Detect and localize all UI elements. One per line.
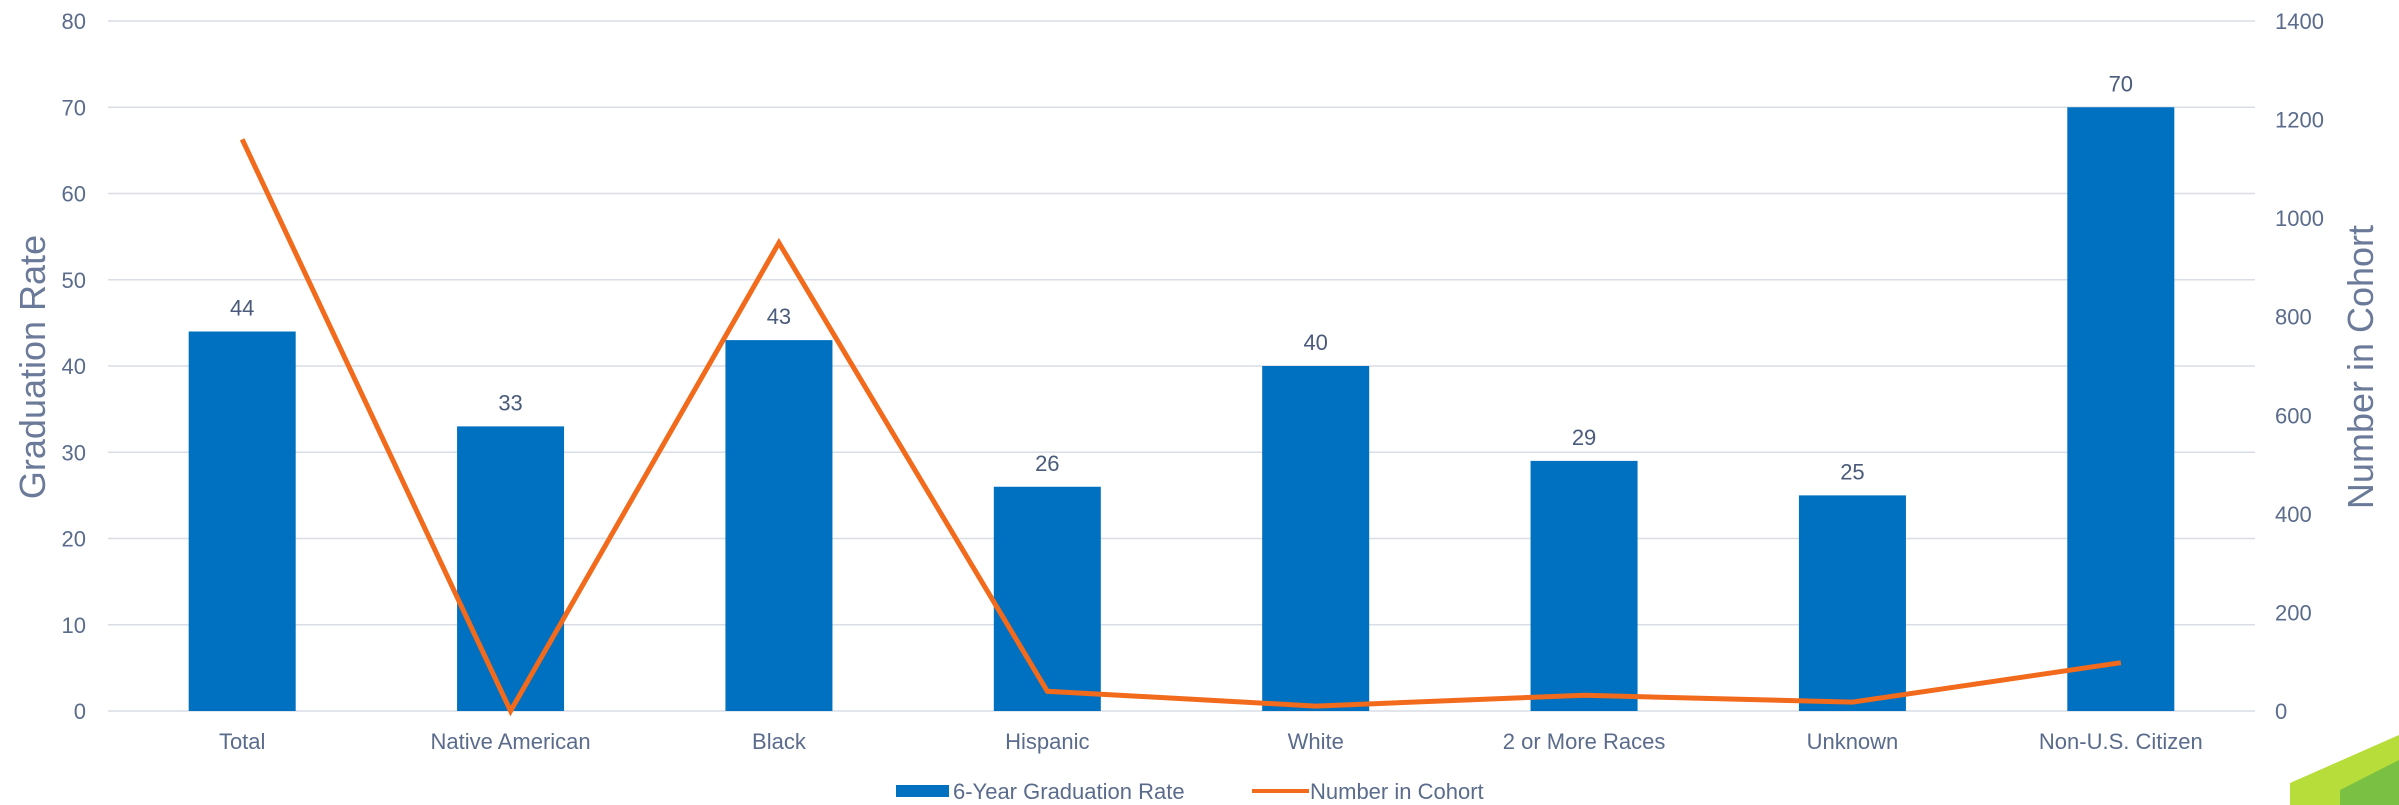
left-axis-ticks: 0 10 20 30 40 50 60 70 80: [62, 9, 86, 724]
y2-tick-label: 1200: [2275, 108, 2324, 133]
y-tick-label: 70: [62, 95, 86, 120]
y2-tick-label: 800: [2275, 305, 2312, 330]
bar: [2067, 107, 2175, 711]
y2-tick-label: 1000: [2275, 206, 2324, 231]
y-tick-label: 0: [74, 699, 86, 724]
bar-data-label: 33: [498, 390, 522, 415]
bar: [1798, 495, 1906, 711]
bar: [993, 486, 1101, 711]
legend-label-bar: 6-Year Graduation Rate: [953, 779, 1185, 804]
legend: 6-Year Graduation Rate Number in Cohort: [896, 779, 1484, 804]
corner-decoration: [2290, 735, 2399, 805]
bar-data-label: 44: [230, 296, 254, 321]
y2-tick-label: 600: [2275, 403, 2312, 428]
gridlines: [108, 20, 2255, 712]
line-series: [239, 138, 2122, 717]
category-label: Non-U.S. Citizen: [2039, 729, 2203, 754]
category-label: Unknown: [1807, 729, 1899, 754]
category-label: Hispanic: [1005, 729, 1089, 754]
bar: [1530, 460, 1638, 711]
y2-tick-label: 1400: [2275, 9, 2324, 34]
category-label: Black: [752, 729, 807, 754]
y2-axis-title: Number in Cohort: [2340, 225, 2381, 509]
bar: [1262, 366, 1370, 711]
y2-tick-label: 0: [2275, 699, 2287, 724]
category-label: Total: [219, 729, 265, 754]
category-label: White: [1288, 729, 1344, 754]
y-tick-label: 50: [62, 268, 86, 293]
y-tick-label: 60: [62, 182, 86, 207]
bar: [457, 426, 565, 711]
y-tick-label: 20: [62, 527, 86, 552]
bar-series: [188, 107, 2175, 711]
legend-swatch-bar: [896, 785, 949, 797]
bar-data-labels: 44 33 43 26 40 29 25 70: [230, 71, 2133, 484]
y-tick-label: 30: [62, 440, 86, 465]
y-tick-label: 80: [62, 9, 86, 34]
bar: [725, 340, 833, 711]
bar-data-label: 43: [767, 304, 791, 329]
bar-data-label: 40: [1303, 330, 1327, 355]
legend-label-line: Number in Cohort: [1310, 779, 1484, 804]
category-labels: Total Native American Black Hispanic White 2 …: [219, 729, 2203, 754]
category-label: 2 or More Races: [1503, 729, 1666, 754]
bar-data-label: 25: [1840, 459, 1864, 484]
bar-data-label: 29: [1572, 425, 1596, 450]
decor-shape-dark: [2340, 760, 2399, 805]
y2-tick-label: 400: [2275, 502, 2312, 527]
cohort-line: [239, 138, 2122, 717]
y-tick-label: 40: [62, 354, 86, 379]
bar-data-label: 70: [2109, 71, 2133, 96]
bar: [188, 331, 296, 711]
y2-tick-label: 200: [2275, 600, 2312, 625]
right-axis-ticks: 0 200 400 600 800 1000 1200 1400: [2275, 9, 2324, 724]
y-tick-label: 10: [62, 613, 86, 638]
y-axis-title: Graduation Rate: [12, 235, 53, 499]
bar-data-label: 26: [1035, 451, 1059, 476]
category-label: Native American: [430, 729, 590, 754]
